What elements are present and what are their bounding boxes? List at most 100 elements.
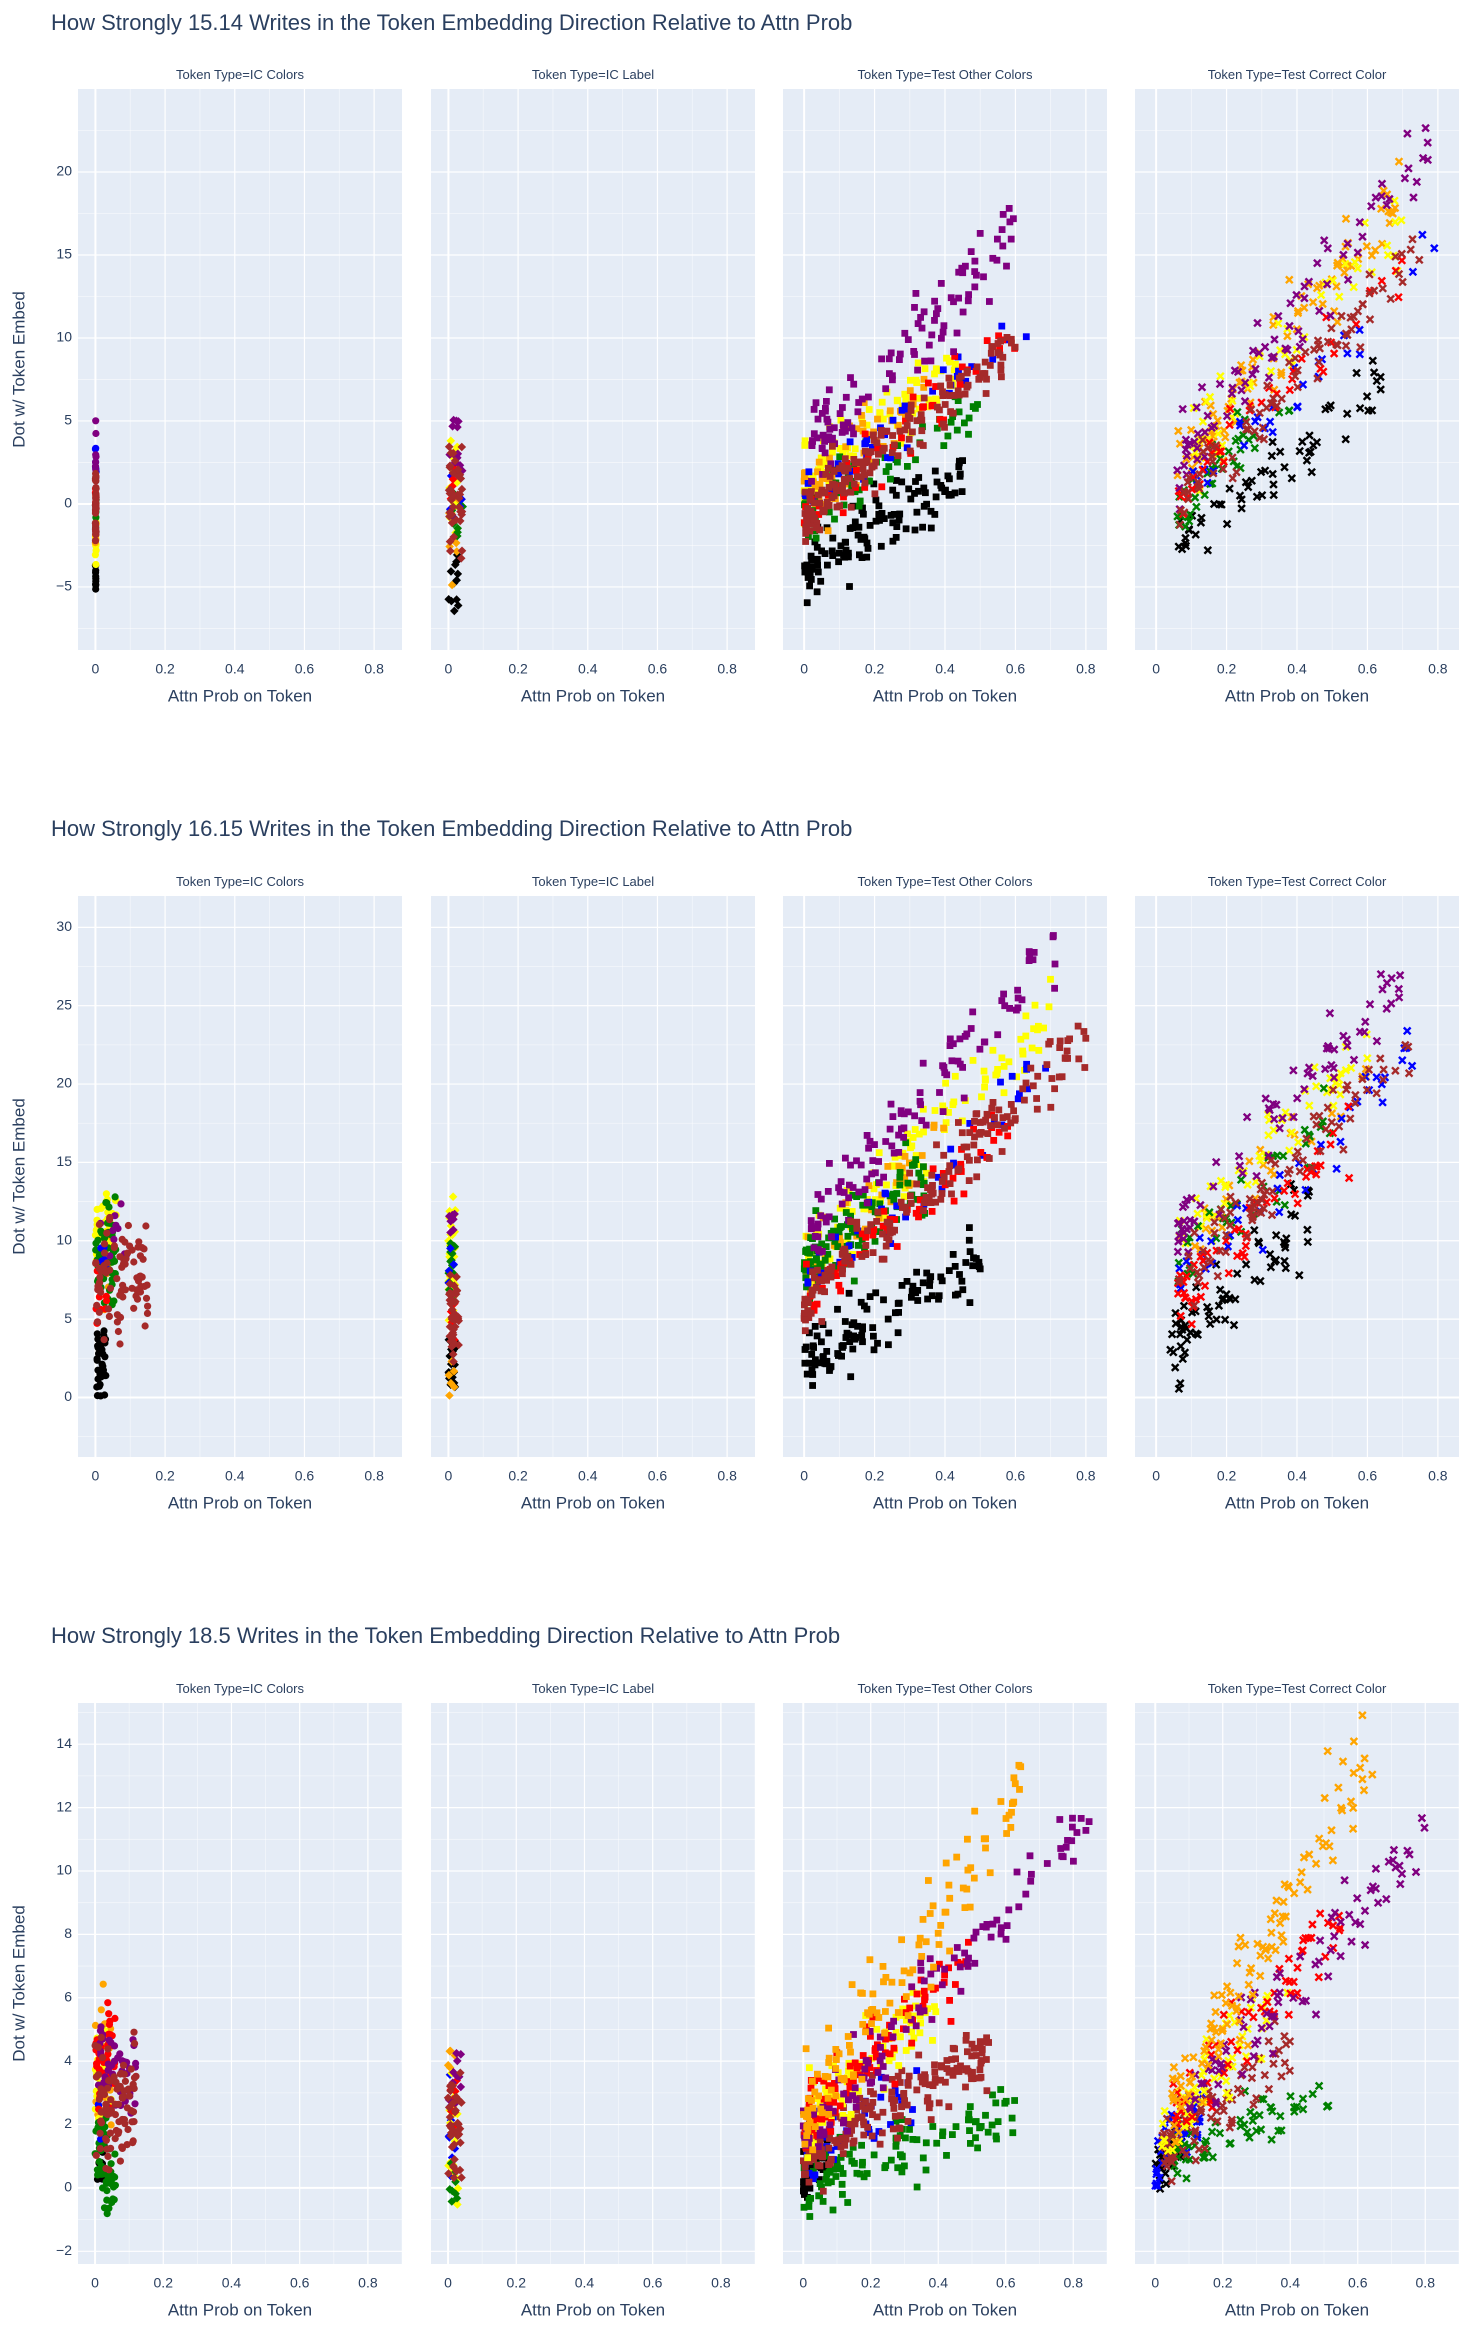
data-point <box>128 2066 135 2073</box>
data-point <box>801 2190 808 2197</box>
data-point <box>954 330 961 337</box>
data-point <box>914 1297 921 1304</box>
data-point <box>895 1329 902 1336</box>
data-point <box>868 1171 875 1178</box>
data-point <box>914 1991 921 1998</box>
data-point <box>859 2076 866 2083</box>
x-tick-label: 0.8 <box>1428 1468 1448 1484</box>
y-tick-label: 5 <box>64 1310 72 1326</box>
data-point <box>942 401 949 408</box>
data-point <box>923 2167 930 2174</box>
data-point <box>944 2065 951 2072</box>
data-point <box>824 562 831 569</box>
data-point <box>999 1148 1006 1155</box>
data-point <box>131 2100 138 2107</box>
data-point <box>815 2162 822 2169</box>
data-point <box>873 497 880 504</box>
data-point <box>126 2092 133 2099</box>
data-point <box>112 1193 119 1200</box>
data-point <box>987 1869 994 1876</box>
y-tick-label: 15 <box>56 1153 72 1169</box>
data-point <box>111 1244 118 1251</box>
data-point <box>1019 996 1026 1003</box>
data-point <box>938 335 945 342</box>
data-point <box>964 1836 971 1843</box>
data-point <box>826 502 833 509</box>
data-point <box>877 2141 884 2148</box>
data-point <box>95 2043 102 2050</box>
data-point <box>842 1155 849 1162</box>
data-point <box>840 509 847 516</box>
data-point <box>930 1190 937 1197</box>
data-point <box>814 588 821 595</box>
data-point <box>894 2135 901 2142</box>
y-axis-label: Dot w/ Token Embed <box>9 1905 28 2062</box>
data-point <box>829 449 836 456</box>
chart-2: How Strongly 16.15 Writes in the Token E… <box>9 816 1459 1513</box>
data-point <box>861 2066 868 2073</box>
data-point <box>931 317 938 324</box>
data-point <box>106 2037 113 2044</box>
data-point <box>808 1351 815 1358</box>
data-point <box>819 2109 826 2116</box>
data-point <box>915 2004 922 2011</box>
data-point <box>852 1334 859 1341</box>
data-point <box>839 2135 846 2142</box>
data-point <box>936 1941 943 1948</box>
data-point <box>846 1290 853 1297</box>
data-point <box>93 2152 100 2159</box>
x-tick-label: 0.2 <box>1217 1468 1237 1484</box>
data-point <box>926 2104 933 2111</box>
data-point <box>115 2128 122 2135</box>
data-point <box>103 2187 110 2194</box>
data-point <box>850 2071 857 2078</box>
data-point <box>96 1309 103 1316</box>
data-point <box>813 535 820 542</box>
data-point <box>802 2171 809 2178</box>
data-point <box>1052 961 1059 968</box>
data-point <box>896 1174 903 1181</box>
data-point <box>111 2042 118 2049</box>
data-point <box>874 1340 881 1347</box>
data-point <box>945 433 952 440</box>
data-point <box>940 442 947 449</box>
data-point <box>885 1316 892 1323</box>
y-tick-label: 10 <box>56 1862 72 1878</box>
data-point <box>869 2099 876 2106</box>
data-point <box>871 2152 878 2159</box>
x-tick-label: 0.4 <box>225 1468 245 1484</box>
data-point <box>874 416 881 423</box>
data-point <box>918 1953 925 1960</box>
data-point <box>806 2179 813 2186</box>
data-point <box>867 2088 874 2095</box>
data-point <box>105 2077 112 2084</box>
data-point <box>137 1283 144 1290</box>
data-point <box>130 1305 137 1312</box>
data-point <box>859 396 866 403</box>
data-point <box>1008 340 1015 347</box>
data-point <box>861 440 868 447</box>
data-point <box>850 431 857 438</box>
data-point <box>878 543 885 550</box>
data-point <box>930 1902 937 1909</box>
data-point <box>1081 1028 1088 1035</box>
data-point <box>94 1357 101 1364</box>
data-point <box>870 1333 877 1340</box>
data-point <box>994 236 1001 243</box>
data-point <box>862 1242 869 1249</box>
data-point <box>128 2118 135 2125</box>
x-tick-label: 0.2 <box>861 2275 881 2291</box>
facet-title: Token Type=IC Label <box>532 67 654 82</box>
data-point <box>946 1882 953 1889</box>
data-point <box>97 2118 104 2125</box>
data-point <box>914 417 921 424</box>
data-point <box>924 1296 931 1303</box>
data-point <box>118 2070 125 2077</box>
x-tick-label: 0.8 <box>358 2275 378 2291</box>
x-axis-label: Attn Prob on Token <box>1225 686 1369 705</box>
data-point <box>939 1981 946 1988</box>
data-point <box>99 2054 106 2061</box>
data-point <box>995 340 1002 347</box>
data-point <box>825 2059 832 2066</box>
